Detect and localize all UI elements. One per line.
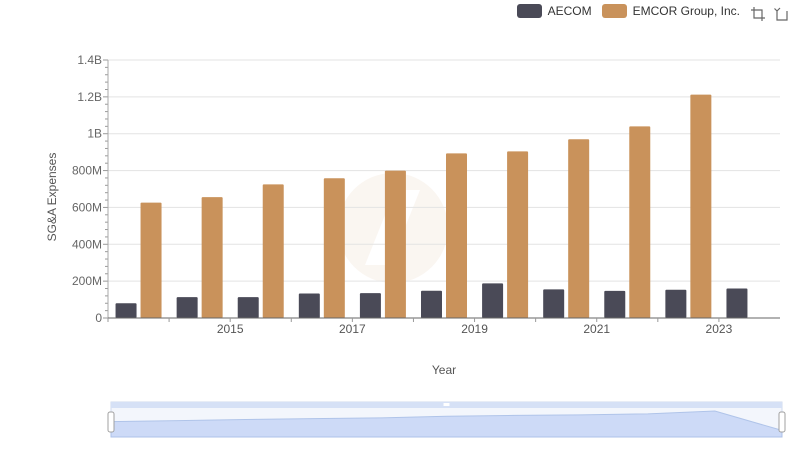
bar-aecom [665, 289, 687, 318]
bar-emcor [384, 170, 406, 318]
bar-emcor [262, 184, 284, 318]
bar-aecom [482, 283, 504, 318]
legend-swatch-aecom [516, 4, 542, 18]
bar-emcor [446, 153, 467, 318]
x-tick-label: 2021 [583, 322, 610, 336]
y-tick-label: 1.4B [77, 53, 102, 67]
y-axis: 0 200M 400M 600M 800M 1B 1.2B 1.4B [72, 53, 109, 325]
y-tick-label: 800M [72, 164, 102, 178]
x-axis-title: Year [431, 363, 457, 377]
toolbox [750, 6, 790, 22]
x-tick-label: 2019 [461, 322, 488, 336]
bar-aecom [726, 288, 748, 318]
x-axis: 2015 2017 2019 2021 2023 [107, 317, 780, 336]
x-tick-label: 2023 [706, 322, 733, 336]
data-zoom-slider[interactable] [107, 401, 786, 438]
legend-swatch-emcor [601, 4, 627, 18]
y-tick-label: 600M [72, 200, 102, 214]
bar-emcor [201, 197, 223, 318]
y-tick-label: 1B [87, 127, 102, 141]
bar-aecom [359, 293, 381, 318]
bar-emcor [140, 202, 162, 318]
bar-aecom [115, 303, 137, 318]
zoom-preview-area [110, 410, 783, 438]
bar-emcor [507, 151, 529, 318]
bar-emcor [323, 178, 345, 318]
y-tick-label: 0 [95, 311, 102, 325]
legend-item-emcor[interactable]: EMCOR Group, Inc. [601, 4, 740, 18]
zoom-handle-right [778, 411, 786, 433]
legend-label-emcor: EMCOR Group, Inc. [632, 4, 740, 18]
y-axis-title: SG&A Expenses [45, 152, 59, 242]
bar-aecom [176, 297, 198, 318]
legend-label-aecom: AECOM [547, 4, 592, 18]
bar-emcor [629, 126, 651, 318]
bar-emcor [568, 139, 590, 318]
legend: AECOM EMCOR Group, Inc. [516, 4, 740, 18]
y-tick-label: 1.2B [77, 90, 102, 104]
y-tick-label: 200M [72, 274, 102, 288]
bars [115, 94, 748, 318]
restore-icon[interactable] [774, 6, 790, 22]
bar-aecom [421, 290, 442, 318]
bar-aecom [604, 290, 626, 318]
grid-lines [108, 59, 780, 282]
y-tick-label: 400M [72, 237, 102, 251]
legend-item-aecom[interactable]: AECOM [516, 4, 592, 18]
zoom-handle-left [107, 411, 115, 433]
x-tick-label: 2015 [217, 322, 244, 336]
bar-emcor [690, 94, 712, 318]
bar-aecom [237, 297, 259, 318]
bar-aecom [543, 289, 565, 318]
bar-aecom [298, 293, 320, 318]
zoom-grip [443, 403, 450, 406]
x-tick-label: 2017 [339, 322, 366, 336]
zoom-icon[interactable] [750, 6, 766, 22]
